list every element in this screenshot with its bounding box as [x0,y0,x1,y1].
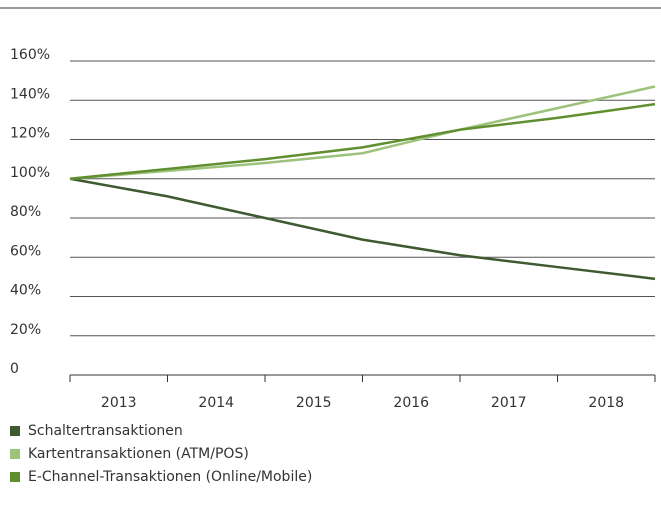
legend-swatch [10,449,20,459]
x-tick-label: 2013 [101,395,137,411]
x-tick-label: 2017 [491,395,527,411]
y-tick-label: 120% [10,126,50,142]
legend-swatch [10,472,20,482]
y-tick-label: 20% [10,322,41,338]
series-line [69,85,656,180]
series-line [69,102,656,180]
y-tick-label: 40% [10,283,41,299]
legend-label: E-Channel-Transaktionen (Online/Mobile) [28,469,312,485]
legend-swatch [10,426,20,436]
y-tick-label: 100% [10,165,50,181]
y-tick-label: 80% [10,204,41,220]
x-tick-label: 2016 [393,395,429,411]
x-tick-label: 2014 [198,395,234,411]
legend-label: Kartentransaktionen (ATM/POS) [28,446,249,462]
legend-label: Schaltertransaktionen [28,423,183,439]
y-tick-label: 140% [10,86,50,102]
y-tick-label: 160% [10,47,50,63]
series-line [69,177,656,281]
y-tick-label: 60% [10,243,41,259]
x-tick-label: 2018 [588,395,624,411]
y-tick-label: 0 [10,361,19,377]
x-tick-label: 2015 [296,395,332,411]
